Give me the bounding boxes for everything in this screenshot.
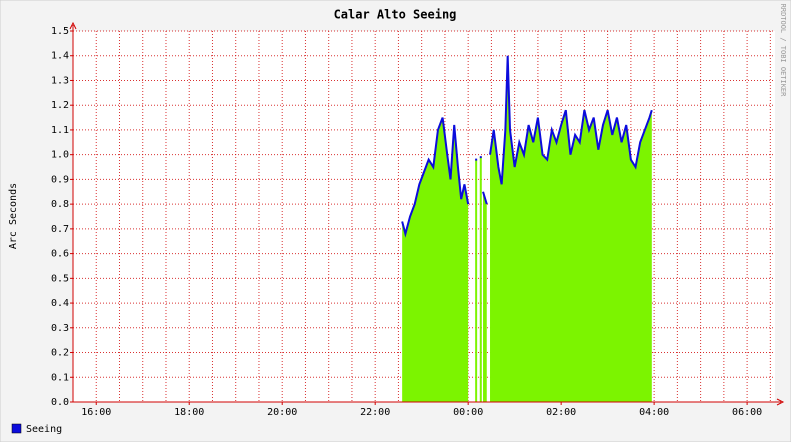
line — [482, 191, 488, 205]
y-tick-label: 0.5 — [51, 273, 69, 284]
area — [490, 55, 652, 402]
x-axis-arrow — [776, 398, 785, 406]
x-tick-label: 20:00 — [267, 407, 297, 418]
x-tick-label: 04:00 — [639, 407, 669, 418]
y-tick-label: 0.3 — [51, 323, 69, 334]
y-tick-label: 0.1 — [51, 372, 69, 383]
line — [401, 117, 470, 238]
x-tick-label: 02:00 — [546, 407, 576, 418]
x-tick-label: 06:00 — [732, 407, 762, 418]
y-tick-label: 0.6 — [51, 249, 69, 260]
line — [489, 55, 653, 185]
y-tick-label: 0.7 — [51, 224, 69, 235]
x-tick-label: 00:00 — [453, 407, 483, 418]
legend-swatch — [11, 423, 22, 434]
x-tick-label: 18:00 — [174, 407, 204, 418]
y-axis-arrow — [69, 21, 77, 30]
y-tick-label: 0.9 — [51, 174, 69, 185]
y-tick-label: 1.1 — [51, 125, 69, 136]
legend: Seeing — [11, 423, 62, 435]
y-tick-label: 0.2 — [51, 348, 69, 359]
y-tick-label: 0.4 — [51, 298, 69, 309]
marks — [401, 55, 653, 403]
x-tick-label: 22:00 — [360, 407, 390, 418]
area — [475, 159, 478, 402]
y-tick-label: 0.0 — [51, 397, 69, 408]
chart-title: Calar Alto Seeing — [334, 8, 457, 22]
watermark: RRDTOOL / TOBI OETIKER — [779, 4, 787, 98]
legend-label: Seeing — [26, 424, 62, 435]
y-tick-label: 1.4 — [51, 51, 69, 62]
axes: 0.0 0.1 0.2 0.3 0.4 0.5 0.6 0.7 0.8 0.9 1.0 1.1 1.2 1… — [51, 21, 785, 418]
y-axis-label: Arc Seconds — [8, 183, 19, 249]
y-tick-label: 1.2 — [51, 100, 69, 111]
y-tick-label: 1.5 — [51, 26, 69, 37]
y-tick-label: 1.0 — [51, 150, 69, 161]
y-tick-label: 1.3 — [51, 75, 69, 86]
x-tick-label: 16:00 — [81, 407, 111, 418]
area — [483, 191, 487, 402]
y-tick-label: 0.8 — [51, 199, 69, 210]
area — [479, 157, 482, 402]
